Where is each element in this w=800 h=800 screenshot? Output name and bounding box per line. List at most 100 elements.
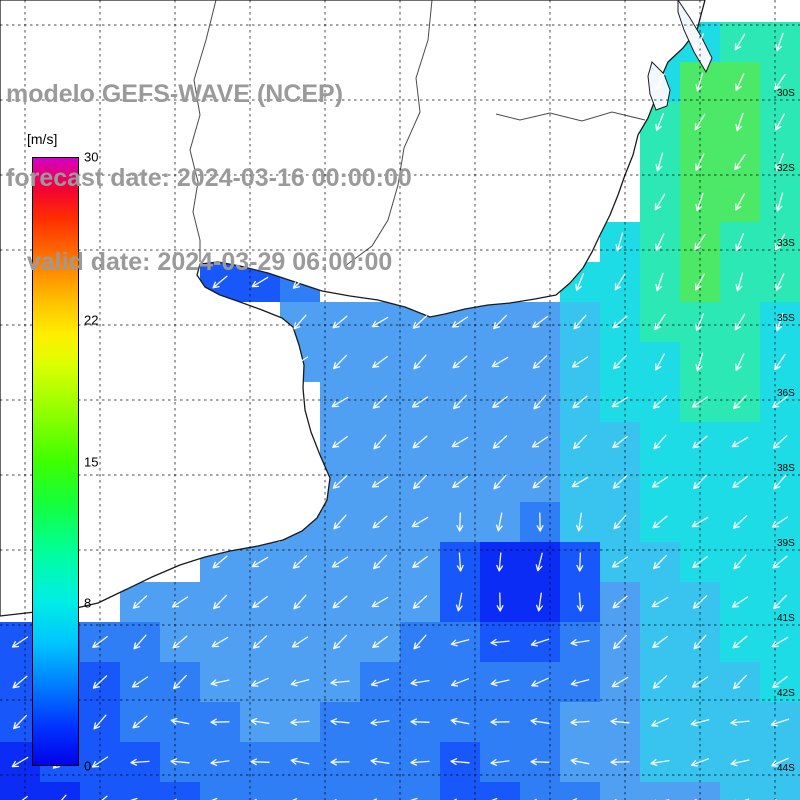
lat-tick-label: 42S [777,688,795,699]
wind-arrow [21,795,28,800]
wind-arrow [655,152,664,172]
wind-arrow [694,113,706,131]
wind-arrow [11,756,29,768]
lat-tick-label: 39S [777,538,795,549]
wind-arrow [370,718,390,726]
wind-arrow [694,233,706,251]
wind-arrow [610,758,630,766]
wind-arrow [332,315,348,329]
sea-speed-cell [680,782,720,800]
wind-arrow [570,757,590,765]
colorbar-ticks: 30 22 15 8 0 [84,150,118,774]
wind-arrow [250,717,270,725]
wind-arrow [612,435,628,449]
wind-arrow [496,552,504,572]
wind-arrow [651,476,669,488]
wind-arrow [611,396,629,408]
wind-arrow [172,635,188,649]
lat-tick-label: 36S [777,388,795,399]
header: modelo GEFS-WAVE (NCEP) forecast date: 2… [6,24,412,332]
sea-speed-cell [40,782,80,800]
wind-arrow [732,515,748,529]
wind-arrow [731,596,749,608]
wind-arrow [655,272,664,292]
wind-arrow [771,636,789,648]
sea-speed-cell [560,782,600,800]
colorbar-gradient [32,157,79,766]
sea-speed-cell [360,782,400,800]
lat-tick-label: 38S [777,463,795,474]
sea-speed-cell [400,782,440,800]
wind-arrow [773,594,787,610]
wind-arrow [655,233,665,251]
wind-arrow [211,636,229,648]
wind-arrow [612,595,628,609]
wind-arrow [573,434,587,450]
wind-arrow [692,435,708,449]
sea-speed-cell [640,782,680,800]
sea-speed-cell [160,782,200,800]
sea-speed-cell [200,782,240,800]
wind-arrow [410,718,430,726]
wind-arrow [491,356,509,368]
wind-arrow [613,634,627,650]
wind-arrow [412,315,428,329]
wind-arrow [573,314,587,330]
wind-arrow [372,395,388,409]
wind-arrow [252,595,268,609]
forecast-date: forecast date: 2024-03-16 00:00:00 [6,164,412,192]
wind-arrow [13,714,27,730]
sea-speed-cell [440,782,480,800]
wind-arrow [654,193,666,211]
wind-arrow [290,679,310,687]
wind-arrow [251,556,269,568]
wind-arrow [614,273,626,291]
wind-arrow [613,354,627,370]
wind-arrow [655,353,665,371]
wind-arrow [571,356,589,368]
wind-arrow [695,192,704,212]
wind-arrow [490,679,510,687]
wind-arrow [212,275,228,289]
wind-arrow [411,516,429,528]
wind-arrow [451,316,469,328]
wind-arrow [213,594,227,610]
wind-arrow [652,635,668,649]
sea-speed-cell [600,782,640,800]
wind-arrow [695,313,705,331]
wind-arrow [492,395,508,409]
wind-arrow [535,592,543,612]
wind-arrow [413,634,427,650]
wind-arrow [571,476,589,488]
wind-arrow [775,273,785,291]
wind-arrow [250,758,270,766]
wind-arrow [331,396,349,408]
wind-arrow [532,475,548,489]
colorbar-tick-8: 8 [84,595,92,611]
sea-speed-cell [280,782,320,800]
wind-arrow [570,639,590,647]
wind-arrow [775,153,785,171]
wind-arrow [330,678,350,686]
wind-arrow [495,512,503,532]
wind-arrow [411,396,429,408]
wind-arrow [372,355,388,369]
wind-arrow [691,516,709,528]
lat-tick-label: 41S [777,613,795,624]
wind-arrow [732,475,748,489]
wind-arrow [293,594,307,610]
wind-arrow [410,679,430,687]
sea-speed-cell [320,782,360,800]
wind-arrow [91,756,109,768]
wind-arrow [572,798,578,800]
wind-arrow [490,758,510,766]
wind-arrow [772,395,788,409]
wind-arrow [493,314,507,330]
wind-arrow [532,355,548,369]
sea-speed-cell [120,782,160,800]
wind-arrow [576,552,584,572]
wind-arrow [373,434,387,450]
